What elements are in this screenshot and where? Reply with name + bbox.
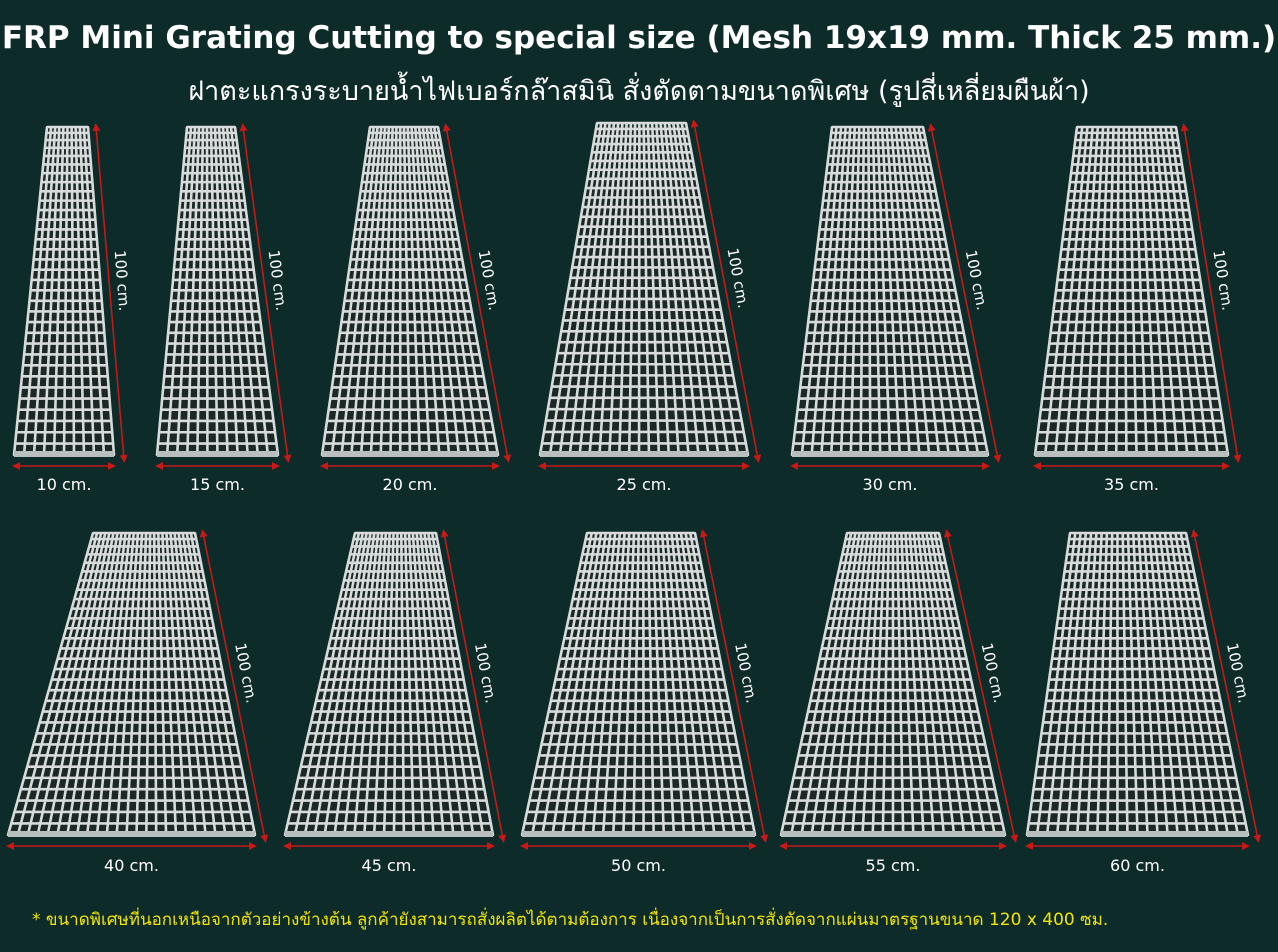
length-arrow bbox=[440, 529, 507, 843]
subtitle: ฝาตะแกรงระบายน้ำไฟเบอร์กล๊าสมินิ สั่งตัด… bbox=[188, 71, 1089, 107]
grating-panel: 20 cm.100 cm. bbox=[320, 123, 512, 494]
width-label: 20 cm. bbox=[383, 475, 438, 494]
width-label: 45 cm. bbox=[362, 856, 417, 875]
grid-bars bbox=[283, 531, 495, 837]
grating-panel: 35 cm.100 cm. bbox=[1033, 123, 1242, 494]
width-label: 55 cm. bbox=[866, 856, 921, 875]
panel-edge bbox=[792, 451, 988, 457]
width-label: 60 cm. bbox=[1110, 856, 1165, 875]
panel-edge bbox=[157, 451, 278, 457]
grating-panel: 25 cm.100 cm. bbox=[538, 119, 762, 494]
grid-bars bbox=[1025, 531, 1250, 837]
length-arrow bbox=[199, 529, 269, 843]
panel-edge bbox=[285, 831, 493, 837]
grating-panel: 45 cm.100 cm. bbox=[283, 529, 507, 875]
length-arrow bbox=[239, 123, 292, 463]
grid-bars bbox=[520, 531, 757, 837]
length-arrow bbox=[699, 529, 769, 843]
grating-panel: 10 cm. 100 cm. bbox=[12, 123, 134, 494]
width-label: 50 cm. bbox=[611, 856, 666, 875]
panel-edge bbox=[781, 831, 1005, 837]
width-label: 15 cm. bbox=[190, 475, 245, 494]
panel-edge bbox=[322, 451, 498, 457]
footnote: * ขนาดพิเศษที่นอกเหนือจากตัวอย่างข้างต้น… bbox=[32, 907, 1108, 930]
length-arrow bbox=[1190, 529, 1262, 843]
width-label: 40 cm. bbox=[104, 856, 159, 875]
length-arrow bbox=[927, 123, 1002, 463]
length-arrow bbox=[943, 529, 1019, 843]
panels: 10 cm.100 cm.15 cm.100 cm.20 cm.100 cm.2… bbox=[6, 119, 1262, 875]
grating-panel: 55 cm.100 cm. bbox=[779, 529, 1019, 875]
grating-panel: 60 cm.100 cm. bbox=[1025, 529, 1262, 875]
grating-panel: 40 cm.100 cm. bbox=[6, 529, 269, 875]
length-arrow bbox=[442, 123, 512, 463]
width-label: 25 cm. bbox=[617, 475, 672, 494]
length-arrow bbox=[92, 123, 128, 463]
width-label: 10 cm. bbox=[37, 475, 92, 494]
panel-edge bbox=[522, 831, 755, 837]
panel-edge bbox=[14, 451, 114, 457]
length-arrow bbox=[690, 119, 762, 463]
length-label: 100 cm. bbox=[111, 249, 134, 311]
panel-edge bbox=[8, 831, 255, 837]
panel-edge bbox=[1035, 451, 1228, 457]
panel-edge bbox=[540, 451, 748, 457]
length-arrow bbox=[1180, 123, 1242, 463]
width-label: 30 cm. bbox=[863, 475, 918, 494]
grid-bars bbox=[779, 531, 1007, 837]
title: FRP Mini Grating Cutting to special size… bbox=[2, 20, 1276, 56]
grating-panel: 30 cm.100 cm. bbox=[790, 123, 1002, 494]
panel-edge bbox=[1027, 831, 1248, 837]
width-label: 35 cm. bbox=[1104, 475, 1159, 494]
